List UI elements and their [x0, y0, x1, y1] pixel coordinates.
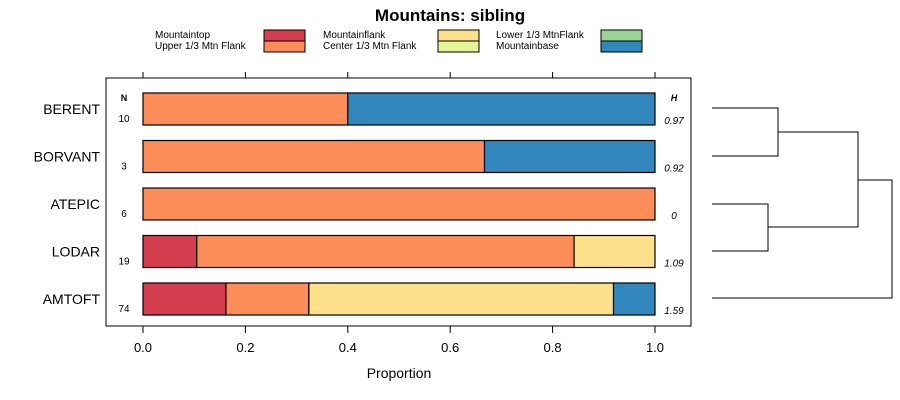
- dendrogram-link-root: [712, 179, 893, 299]
- h-value-amtoft: 1.59: [664, 306, 684, 317]
- x-tick-label-3: 0.6: [441, 340, 459, 355]
- n-value-lodar: 19: [118, 257, 130, 268]
- x-axis: 0.0 0.2 0.4 0.6 0.8 1.0: [134, 72, 664, 355]
- category-label-lodar: LODAR: [52, 244, 100, 260]
- legend-swatch-mountaintop: [263, 29, 306, 42]
- legend-label-mountaintop: Mountaintop: [155, 30, 210, 41]
- x-tick-label-2: 0.4: [339, 340, 357, 355]
- plot-frame: [105, 77, 692, 327]
- dendrogram-link-atepic-lodar: [712, 203, 769, 252]
- category-label-amtoft: AMTOFT: [43, 291, 101, 307]
- legend-swatch-mountainbase: [600, 40, 643, 53]
- n-value-berent: 10: [118, 114, 130, 125]
- x-axis-title: Proportion: [367, 365, 432, 381]
- h-column-header: H: [671, 93, 678, 103]
- legend-swatch-upper-1-3-mtn-flank: [263, 40, 306, 53]
- dendrogram-link-berent-borvant: [712, 107, 779, 157]
- bar-segment-berent-mountainbase: [347, 92, 656, 126]
- dendrogram-link-upper-cluster: [768, 131, 859, 228]
- bar-segment-lodar-mountaintop: [142, 234, 198, 269]
- legend-label-mountainbase: Mountainbase: [496, 41, 559, 52]
- bar-segment-amtoft-mountainbase: [612, 282, 656, 316]
- legend-swatch-center-1-3-mtn-flank: [437, 40, 480, 53]
- bar-segment-amtoft-mountainflank: [308, 282, 615, 316]
- bar-segment-lodar-mountainflank: [573, 234, 656, 269]
- bar-segment-borvant-upper-1-3-mtn-flank: [142, 139, 486, 174]
- category-label-borvant: BORVANT: [34, 149, 101, 165]
- x-tick-label-0: 0.0: [134, 340, 152, 355]
- h-value-lodar: 1.09: [664, 259, 684, 270]
- h-value-berent: 0.97: [664, 116, 684, 127]
- bar-segment-amtoft-mountaintop: [142, 282, 227, 316]
- chart-title: Mountains: sibling: [375, 6, 525, 25]
- legend-swatch-mountainflank: [437, 29, 480, 42]
- dendrogram: [712, 107, 893, 299]
- bars-group: BERENT 10 0.97 BORVANT 3 0.92 ATEPIC 6 0 LODAR 19 1…: [34, 92, 684, 317]
- n-column-header: N: [121, 93, 128, 103]
- legend-label-mountainflank: Mountainflank: [323, 30, 386, 41]
- legend-label-center-1-3-mtn-flank: Center 1/3 Mtn Flank: [323, 41, 417, 52]
- x-tick-label-4: 0.8: [544, 340, 562, 355]
- bar-segment-lodar-upper-1-3-mtn-flank: [196, 234, 575, 269]
- bar-segment-amtoft-upper-1-3-mtn-flank: [225, 282, 310, 316]
- category-label-berent: BERENT: [43, 101, 100, 117]
- bar-segment-borvant-mountainbase: [483, 139, 656, 174]
- n-value-borvant: 3: [121, 162, 127, 173]
- bar-segment-berent-upper-1-3-mtn-flank: [142, 92, 349, 126]
- h-value-borvant: 0.92: [664, 164, 684, 175]
- n-value-atepic: 6: [121, 209, 127, 220]
- legend-label-lower-1-3-mtnflank: Lower 1/3 MtnFlank: [496, 30, 585, 41]
- h-value-atepic: 0: [671, 211, 677, 222]
- n-value-amtoft: 74: [118, 304, 130, 315]
- x-tick-label-1: 0.2: [236, 340, 254, 355]
- category-label-atepic: ATEPIC: [50, 196, 100, 212]
- legend-swatch-lower-1-3-mtnflank: [600, 29, 643, 42]
- bar-segment-atepic-upper-1-3-mtn-flank: [142, 187, 656, 221]
- x-tick-label-5: 1.0: [646, 340, 664, 355]
- legend-label-upper-1-3-mtn-flank: Upper 1/3 Mtn Flank: [155, 41, 247, 52]
